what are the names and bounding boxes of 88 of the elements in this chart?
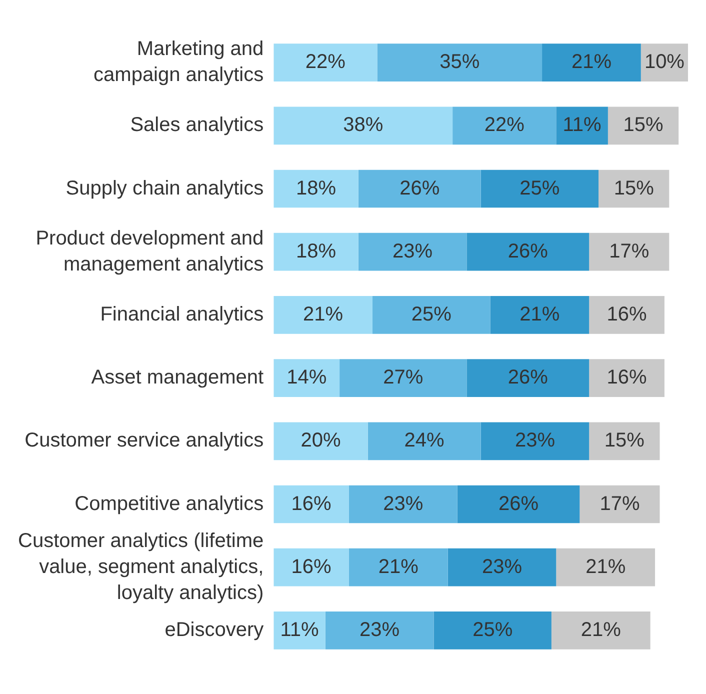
bar bbox=[274, 232, 358, 271]
bar bbox=[377, 44, 542, 82]
bar bbox=[551, 612, 650, 650]
data-label: 18% bbox=[296, 177, 336, 200]
data-label: 27% bbox=[383, 366, 424, 389]
bar bbox=[480, 170, 599, 208]
data-label: 25% bbox=[411, 303, 452, 326]
bar bbox=[274, 485, 349, 524]
y-tick-label: Customer service analytics bbox=[24, 430, 264, 452]
bar bbox=[340, 359, 467, 397]
y-tick-label: Customer analytics (lifetime value, segment analytics, loyalty analytics) bbox=[18, 530, 264, 604]
data-label: 16% bbox=[606, 366, 648, 389]
y-tick-label: Marketing and campaign analytics bbox=[94, 38, 264, 86]
y-tick-label: eDiscovery bbox=[164, 618, 264, 641]
data-label: 21% bbox=[586, 556, 626, 578]
bar bbox=[448, 548, 556, 586]
bar bbox=[466, 232, 590, 271]
bar bbox=[598, 170, 670, 208]
bar bbox=[274, 359, 340, 397]
data-label: 11% bbox=[562, 114, 602, 136]
data-label: 21% bbox=[378, 556, 419, 578]
y-tick-label: Financial analytics bbox=[100, 303, 264, 326]
bar bbox=[589, 422, 660, 460]
bar bbox=[589, 359, 664, 397]
data-label: 15% bbox=[614, 177, 654, 200]
data-label: 16% bbox=[291, 556, 332, 578]
data-label: 21% bbox=[580, 618, 622, 641]
data-label: 21% bbox=[520, 303, 560, 326]
bar bbox=[434, 612, 552, 650]
data-label: 24% bbox=[404, 430, 445, 452]
bar bbox=[274, 296, 373, 334]
data-label: 26% bbox=[508, 366, 548, 389]
data-label: 22% bbox=[484, 114, 525, 136]
y-tick-label: Supply chain analytics bbox=[66, 177, 264, 200]
bar bbox=[274, 548, 349, 586]
data-label: 14% bbox=[286, 366, 327, 389]
bar bbox=[589, 296, 664, 334]
data-label: 23% bbox=[360, 618, 400, 641]
bar bbox=[274, 170, 358, 208]
data-label: 25% bbox=[472, 618, 513, 641]
bar bbox=[480, 422, 590, 460]
data-label: 17% bbox=[600, 492, 640, 515]
bar bbox=[556, 106, 608, 145]
data-label: 16% bbox=[291, 492, 332, 515]
bar bbox=[589, 232, 670, 271]
y-tick-label: Competitive analytics bbox=[74, 492, 264, 515]
bar bbox=[372, 296, 490, 334]
bar bbox=[348, 548, 448, 586]
y-tick-label: Product development and management analytics bbox=[36, 227, 264, 276]
bar bbox=[274, 422, 368, 460]
bar bbox=[580, 485, 660, 524]
data-label: 35% bbox=[440, 51, 480, 74]
data-label: 15% bbox=[604, 430, 645, 452]
bar bbox=[274, 44, 378, 82]
data-label: 23% bbox=[383, 492, 424, 515]
data-label: 21% bbox=[303, 303, 344, 326]
bar bbox=[358, 232, 467, 271]
data-label: 18% bbox=[296, 240, 336, 262]
data-label: 23% bbox=[514, 430, 556, 452]
bar bbox=[452, 106, 556, 145]
data-label: 26% bbox=[498, 492, 539, 515]
data-label: 22% bbox=[305, 51, 346, 74]
data-label: 26% bbox=[400, 177, 440, 200]
data-label: 26% bbox=[508, 240, 548, 262]
bar bbox=[274, 106, 453, 145]
data-label: 11% bbox=[280, 618, 320, 641]
bar bbox=[348, 485, 458, 524]
bar bbox=[542, 44, 641, 82]
bar bbox=[556, 548, 656, 586]
bar bbox=[368, 422, 481, 460]
data-label: 20% bbox=[300, 430, 341, 452]
bar bbox=[490, 296, 590, 334]
data-label: 15% bbox=[623, 114, 664, 136]
data-label: 38% bbox=[343, 114, 384, 136]
data-label: 17% bbox=[609, 240, 650, 262]
data-label: 25% bbox=[520, 177, 560, 200]
bar bbox=[325, 612, 434, 650]
data-label: 21% bbox=[571, 51, 612, 74]
data-label: 23% bbox=[482, 556, 522, 578]
bar bbox=[358, 170, 481, 208]
data-label: 23% bbox=[392, 240, 433, 262]
bar bbox=[457, 485, 580, 524]
y-tick-label: Asset management bbox=[91, 366, 264, 389]
data-label: 10% bbox=[644, 51, 685, 74]
bar bbox=[608, 106, 679, 145]
bar bbox=[466, 359, 590, 397]
y-tick-label: Sales analytics bbox=[130, 114, 264, 136]
data-label: 16% bbox=[606, 303, 648, 326]
